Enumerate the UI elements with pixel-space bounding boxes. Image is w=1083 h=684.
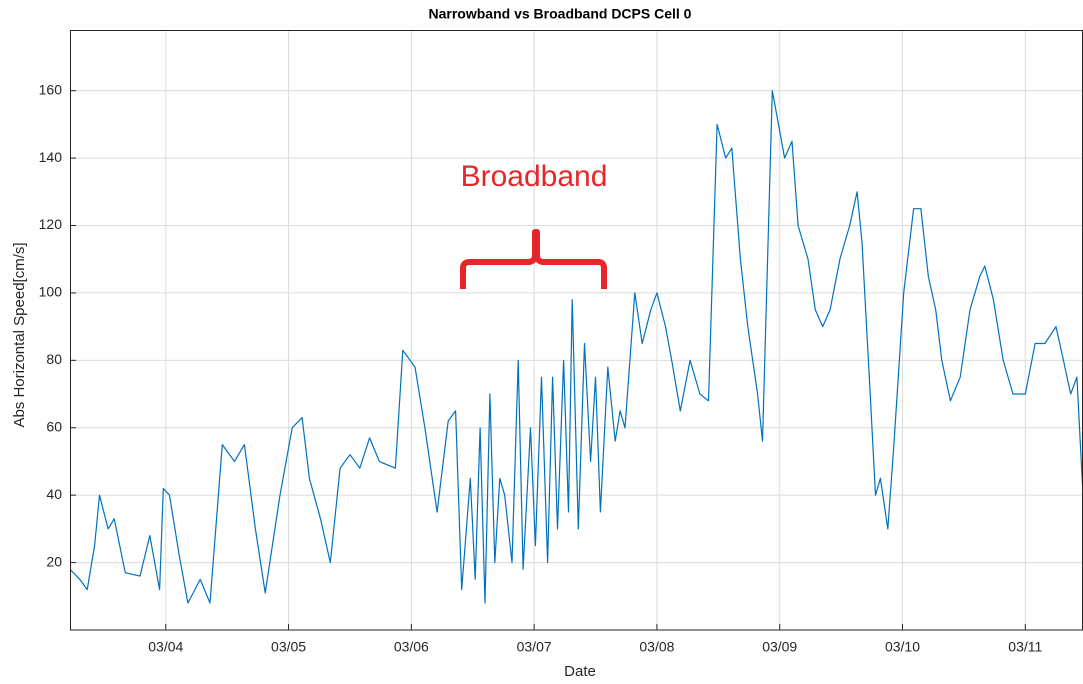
y-tick-label: 140: [39, 149, 63, 165]
x-tick-label: 03/06: [394, 639, 429, 655]
y-tick-label: 80: [46, 351, 62, 367]
y-tick-label: 40: [46, 486, 62, 502]
y-axis-label: Abs Horizontal Speed[cm/s]: [11, 242, 28, 427]
data-line: [70, 90, 1083, 604]
y-tick-label: 20: [46, 553, 62, 569]
x-tick-label: 03/11: [1008, 639, 1042, 655]
x-tick-label: 03/04: [148, 639, 183, 655]
y-tick-label: 100: [39, 284, 63, 300]
x-tick-label: 03/05: [271, 639, 306, 655]
y-tick-label: 120: [39, 216, 63, 232]
x-tick-label: 03/07: [517, 639, 552, 655]
x-tick-label: 03/10: [885, 639, 920, 655]
annotation: Broadband: [461, 160, 608, 193]
y-tick-label: 60: [46, 418, 62, 434]
y-tick-label: 160: [39, 81, 63, 97]
x-axis-label: Date: [564, 663, 596, 680]
annotation-bracket: [460, 229, 607, 289]
plot-frame: [70, 30, 1083, 631]
chart-title: Narrowband vs Broadband DCPS Cell 0: [429, 6, 692, 22]
x-tick-label: 03/09: [762, 639, 797, 655]
x-tick-label: 03/08: [639, 639, 674, 655]
